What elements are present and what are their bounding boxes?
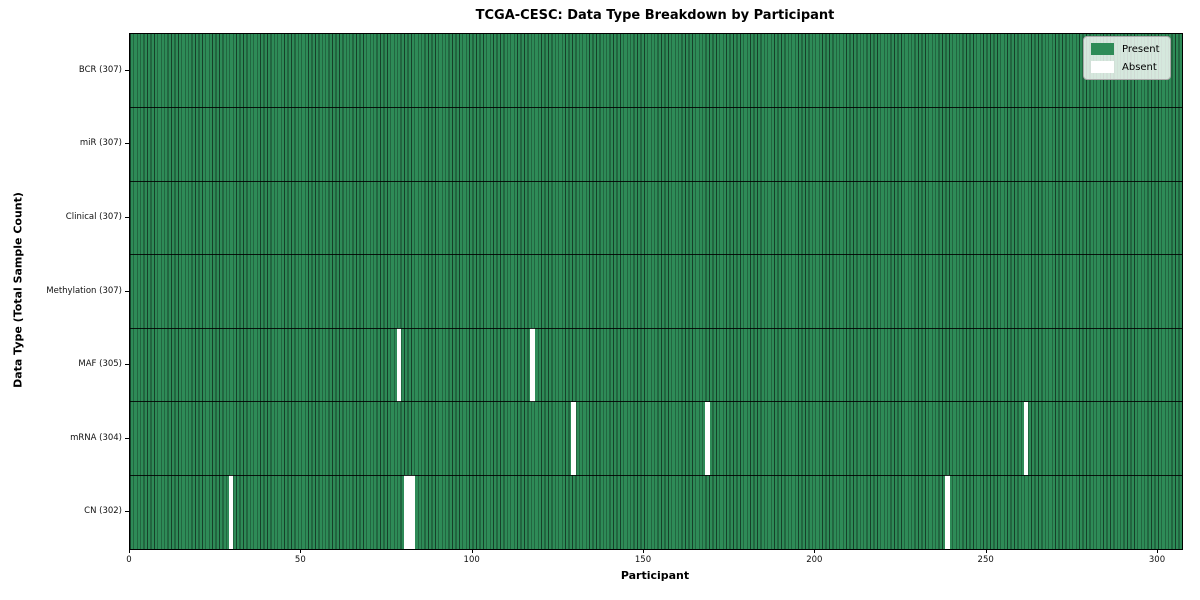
legend-swatch-absent bbox=[1091, 61, 1114, 73]
y-tick-mark bbox=[125, 143, 129, 145]
x-tick-label: 250 bbox=[977, 555, 994, 565]
row-separator bbox=[130, 107, 1182, 109]
x-tick-label: 300 bbox=[1148, 555, 1166, 565]
x-tick-label: 200 bbox=[806, 555, 823, 565]
absent-cell bbox=[944, 475, 950, 549]
heatmap-row-mrna bbox=[130, 401, 1182, 476]
y-tick-mark bbox=[125, 511, 129, 513]
y-tick-mark bbox=[125, 290, 129, 292]
absent-cell bbox=[228, 475, 234, 549]
y-tick-mark bbox=[125, 216, 129, 218]
x-tick-mark bbox=[129, 549, 130, 553]
x-tick-label: 100 bbox=[463, 555, 480, 565]
chart-title: TCGA-CESC: Data Type Breakdown by Partic… bbox=[475, 8, 835, 23]
absent-cell bbox=[403, 475, 409, 549]
heatmap-row-cn bbox=[130, 475, 1182, 549]
absent-cell bbox=[406, 475, 412, 549]
heatmap-row-clinical bbox=[130, 181, 1182, 255]
absent-cell bbox=[705, 401, 710, 476]
y-tick-mark bbox=[125, 364, 129, 366]
heatmap-row-bcr bbox=[130, 34, 1182, 108]
row-separator bbox=[130, 327, 1182, 329]
absent-cell bbox=[571, 401, 577, 476]
x-tick-mark bbox=[985, 549, 987, 553]
x-tick-label: 50 bbox=[294, 555, 306, 565]
plot-area bbox=[129, 33, 1183, 550]
heatmap-row-mir bbox=[130, 107, 1182, 182]
legend-swatch-present bbox=[1091, 43, 1114, 55]
legend-item-absent: Absent bbox=[1091, 61, 1160, 73]
legend: Present Absent bbox=[1083, 36, 1171, 80]
legend-label: Absent bbox=[1122, 61, 1157, 73]
legend-label: Present bbox=[1122, 43, 1160, 55]
y-tick-label: mRNA (304) bbox=[70, 432, 122, 443]
legend-item-present: Present bbox=[1091, 43, 1160, 55]
y-tick-label: BCR (307) bbox=[78, 64, 122, 75]
x-tick-mark bbox=[643, 549, 644, 553]
x-tick-label: 150 bbox=[634, 555, 652, 565]
y-tick-label: miR (307) bbox=[79, 138, 122, 149]
x-axis-label: Participant bbox=[620, 569, 690, 582]
y-tick-label: CN (302) bbox=[84, 506, 122, 517]
y-tick-mark bbox=[125, 69, 129, 71]
row-separator bbox=[130, 180, 1182, 182]
y-tick-label: MAF (305) bbox=[78, 359, 122, 370]
y-tick-label: Methylation (307) bbox=[46, 285, 122, 296]
x-tick-mark bbox=[471, 549, 473, 553]
x-tick-mark bbox=[300, 549, 302, 553]
row-separator bbox=[130, 401, 1182, 403]
row-separator bbox=[130, 474, 1182, 476]
absent-cell bbox=[1023, 401, 1029, 476]
x-tick-label: 0 bbox=[126, 555, 132, 565]
heatmap-row-methylation bbox=[130, 254, 1182, 329]
row-separator bbox=[130, 254, 1182, 256]
absent-cell bbox=[410, 475, 415, 549]
y-tick-mark bbox=[125, 437, 129, 439]
y-tick-label: Clinical (307) bbox=[65, 211, 122, 222]
absent-cell bbox=[530, 328, 535, 402]
heatmap-row-maf bbox=[130, 328, 1182, 402]
y-axis-label: Data Type (Total Sample Count) bbox=[11, 192, 25, 388]
x-tick-mark bbox=[814, 549, 816, 553]
absent-cell bbox=[396, 328, 402, 402]
x-tick-mark bbox=[1157, 549, 1158, 553]
